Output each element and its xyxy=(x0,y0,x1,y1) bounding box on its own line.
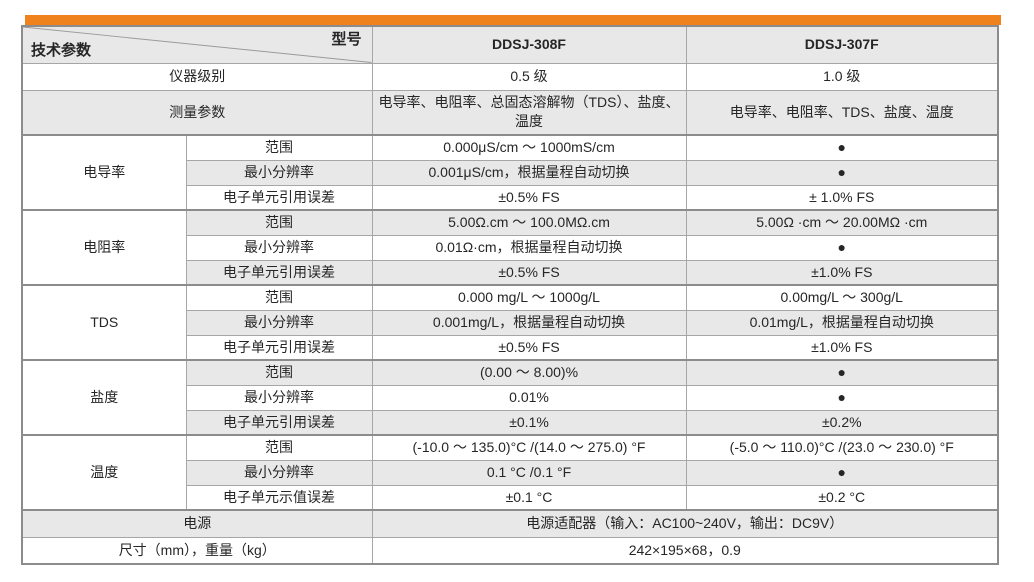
cell-temperature-range-307f: (-5.0 ～ 110.0)°C /(23.0 ～ 230.0) °F xyxy=(685,434,999,461)
cell-conductivity-error-308f: ±0.5% FS xyxy=(371,184,687,211)
group-label-conductivity: 电导率 xyxy=(21,134,187,211)
cell-salinity-range-308f: (0.00 ～ 8.00)% xyxy=(371,359,687,386)
spec-table: 型号 技术参数 DDSJ-308F DDSJ-307F 仪器级别 0.5 级 1… xyxy=(21,25,999,565)
cell-conductivity-error-307f: ± 1.0% FS xyxy=(685,184,999,211)
cell-tds-error-307f: ±1.0% FS xyxy=(685,334,999,361)
cell-conductivity-resolution-307f: ● xyxy=(685,159,999,186)
cell-temperature-resolution-307f: ● xyxy=(685,459,999,486)
diagonal-divider-line xyxy=(23,27,371,62)
cell-dimensions-weight-value: 242×195×68，0.9 xyxy=(371,536,999,565)
cell-tds-error-308f: ±0.5% FS xyxy=(371,334,687,361)
row-resistivity-error: 电子单元引用误差 ±0.5% FS ±1.0% FS xyxy=(22,259,999,286)
cell-resistivity-range-308f: 5.00Ω.cm ～ 100.0MΩ.cm xyxy=(371,209,687,236)
row-salinity-range: 盐度 范围 (0.00 ～ 8.00)% ● xyxy=(21,359,999,436)
cell-conductivity-range-308f: 0.000μS/cm ～ 1000mS/cm xyxy=(371,134,687,161)
label-resistivity-resolution: 最小分辨率 xyxy=(185,234,373,261)
cell-params-308f: 电导率、电阻率、总固态溶解物（TDS）、盐度、温度 xyxy=(371,89,687,136)
row-dimensions-weight: 尺寸（mm），重量（kg） 242×195×68，0.9 xyxy=(21,536,999,565)
row-tds-range: TDS 范围 0.000 mg/L ～ 1000g/L 0.00mg/L ～ 3… xyxy=(21,284,999,361)
row-conductivity-range: 电导率 范围 0.000μS/cm ～ 1000mS/cm ● xyxy=(21,134,999,211)
cell-temperature-resolution-308f: 0.1 °C /0.1 °F xyxy=(371,459,687,486)
cell-power-value: 电源适配器（输入：AC100~240V，输出：DC9V） xyxy=(371,509,999,538)
row-temperature-error: 电子单元示值误差 ±0.1 °C ±0.2 °C xyxy=(22,484,999,511)
row-tds-error: 电子单元引用误差 ±0.5% FS ±1.0% FS xyxy=(22,334,999,361)
cell-resistivity-resolution-307f: ● xyxy=(685,234,999,261)
label-conductivity-resolution: 最小分辨率 xyxy=(185,159,373,186)
cell-salinity-error-307f: ±0.2% xyxy=(685,409,999,436)
cell-conductivity-resolution-308f: 0.001μS/cm，根据量程自动切换 xyxy=(371,159,687,186)
corner-model-label: 型号 xyxy=(331,31,362,48)
cell-tds-resolution-308f: 0.001mg/L，根据量程自动切换 xyxy=(371,309,687,336)
label-resistivity-range: 范围 xyxy=(185,209,373,236)
cell-params-307f: 电导率、电阻率、TDS、盐度、温度 xyxy=(685,89,999,136)
group-label-tds: TDS xyxy=(21,284,187,361)
row-instrument-grade: 仪器级别 0.5 级 1.0 级 xyxy=(21,62,999,91)
cell-salinity-resolution-308f: 0.01% xyxy=(371,384,687,411)
label-tds-resolution: 最小分辨率 xyxy=(185,309,373,336)
group-label-resistivity: 电阻率 xyxy=(21,209,187,286)
cell-grade-307f: 1.0 级 xyxy=(685,62,999,91)
cell-conductivity-range-307f: ● xyxy=(685,134,999,161)
row-temperature-range: 温度 范围 (-10.0 ～ 135.0)°C /(14.0 ～ 275.0) … xyxy=(21,434,999,511)
label-dimensions-weight: 尺寸（mm），重量（kg） xyxy=(21,536,373,565)
row-resistivity-range: 电阻率 范围 5.00Ω.cm ～ 100.0MΩ.cm 5.00Ω ·cm ～… xyxy=(21,209,999,286)
cell-tds-range-308f: 0.000 mg/L ～ 1000g/L xyxy=(371,284,687,311)
cell-tds-range-307f: 0.00mg/L ～ 300g/L xyxy=(685,284,999,311)
cell-resistivity-error-308f: ±0.5% FS xyxy=(371,259,687,286)
model-header-ddsj307f: DDSJ-307F xyxy=(685,25,999,64)
label-temperature-resolution: 最小分辨率 xyxy=(185,459,373,486)
row-power: 电源 电源适配器（输入：AC100~240V，输出：DC9V） xyxy=(21,509,999,538)
cell-salinity-error-308f: ±0.1% xyxy=(371,409,687,436)
label-conductivity-error: 电子单元引用误差 xyxy=(185,184,373,211)
row-conductivity-error: 电子单元引用误差 ±0.5% FS ± 1.0% FS xyxy=(22,184,999,211)
cell-temperature-range-308f: (-10.0 ～ 135.0)°C /(14.0 ～ 275.0) °F xyxy=(371,434,687,461)
cell-resistivity-resolution-308f: 0.01Ω·cm，根据量程自动切换 xyxy=(371,234,687,261)
label-measured-params: 测量参数 xyxy=(21,89,373,136)
cell-temperature-error-308f: ±0.1 °C xyxy=(371,484,687,511)
accent-bar xyxy=(25,15,1001,25)
cell-resistivity-error-307f: ±1.0% FS xyxy=(685,259,999,286)
label-salinity-range: 范围 xyxy=(185,359,373,386)
cell-salinity-range-307f: ● xyxy=(685,359,999,386)
cell-grade-308f: 0.5 级 xyxy=(371,62,687,91)
label-conductivity-range: 范围 xyxy=(185,134,373,161)
row-measured-params: 测量参数 电导率、电阻率、总固态溶解物（TDS）、盐度、温度 电导率、电阻率、T… xyxy=(21,89,999,136)
group-label-salinity: 盐度 xyxy=(21,359,187,436)
cell-salinity-resolution-307f: ● xyxy=(685,384,999,411)
header-corner-cell: 型号 技术参数 xyxy=(21,25,373,64)
cell-tds-resolution-307f: 0.01mg/L，根据量程自动切换 xyxy=(685,309,999,336)
label-tds-error: 电子单元引用误差 xyxy=(185,334,373,361)
model-header-ddsj308f: DDSJ-308F xyxy=(371,25,687,64)
label-salinity-error: 电子单元引用误差 xyxy=(185,409,373,436)
row-resistivity-resolution: 最小分辨率 0.01Ω·cm，根据量程自动切换 ● xyxy=(22,234,999,261)
label-resistivity-error: 电子单元引用误差 xyxy=(185,259,373,286)
row-salinity-error: 电子单元引用误差 ±0.1% ±0.2% xyxy=(22,409,999,436)
label-salinity-resolution: 最小分辨率 xyxy=(185,384,373,411)
label-tds-range: 范围 xyxy=(185,284,373,311)
corner-params-label: 技术参数 xyxy=(31,41,92,59)
label-power: 电源 xyxy=(21,509,373,538)
table-header-row: 型号 技术参数 DDSJ-308F DDSJ-307F xyxy=(21,25,999,64)
spec-sheet: 型号 技术参数 DDSJ-308F DDSJ-307F 仪器级别 0.5 级 1… xyxy=(21,15,1001,565)
group-label-temperature: 温度 xyxy=(21,434,187,511)
cell-temperature-error-307f: ±0.2 °C xyxy=(685,484,999,511)
label-instrument-grade: 仪器级别 xyxy=(21,62,373,91)
label-temperature-error: 电子单元示值误差 xyxy=(185,484,373,511)
label-temperature-range: 范围 xyxy=(185,434,373,461)
cell-resistivity-range-307f: 5.00Ω ·cm ～ 20.00MΩ ·cm xyxy=(685,209,999,236)
